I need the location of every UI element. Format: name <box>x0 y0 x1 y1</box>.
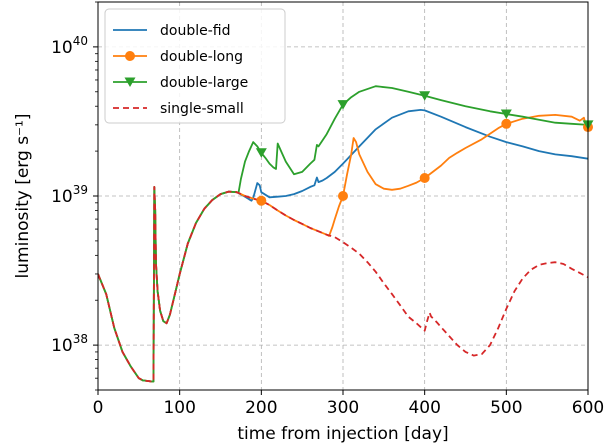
legend-label-double-fid: double-fid <box>160 23 230 39</box>
legend: double-fid double-long double-large single-… <box>104 8 286 124</box>
legend-marker-double-long <box>125 51 135 61</box>
legend-marker-double-large <box>124 77 136 87</box>
x-tick-label: 400 <box>408 398 440 418</box>
y-tick-label: 1040 <box>51 34 88 58</box>
y-tick-label: 1038 <box>51 332 88 356</box>
data-point-double-long <box>419 173 430 184</box>
legend-label-double-long: double-long <box>160 49 243 65</box>
data-point-double-long <box>501 118 512 129</box>
x-tick-label: 0 <box>93 398 104 418</box>
data-point-double-large <box>255 148 267 158</box>
x-tick-label: 500 <box>490 398 522 418</box>
legend-label-single-small: single-small <box>160 101 244 117</box>
data-point-double-long <box>256 195 267 206</box>
ticks: 0 100 200 300 400 500 600 1038 1039 1040 <box>51 1 604 418</box>
data-point-double-large <box>500 109 512 119</box>
legend-label-double-large: double-large <box>160 75 248 91</box>
series-line-single-small <box>98 185 588 383</box>
x-tick-label: 300 <box>327 398 359 418</box>
x-tick-label: 100 <box>163 398 195 418</box>
data-point-double-long <box>338 191 348 201</box>
y-axis-label: luminosity [erg s⁻¹] <box>13 114 33 279</box>
x-tick-label: 600 <box>572 398 604 418</box>
data-point-double-large <box>419 91 431 101</box>
legend-box <box>104 8 286 124</box>
data-point-double-large <box>337 100 349 110</box>
x-tick-label: 200 <box>245 398 277 418</box>
x-axis-label: time from injection [day] <box>237 424 448 444</box>
y-tick-label: 1039 <box>51 183 88 207</box>
